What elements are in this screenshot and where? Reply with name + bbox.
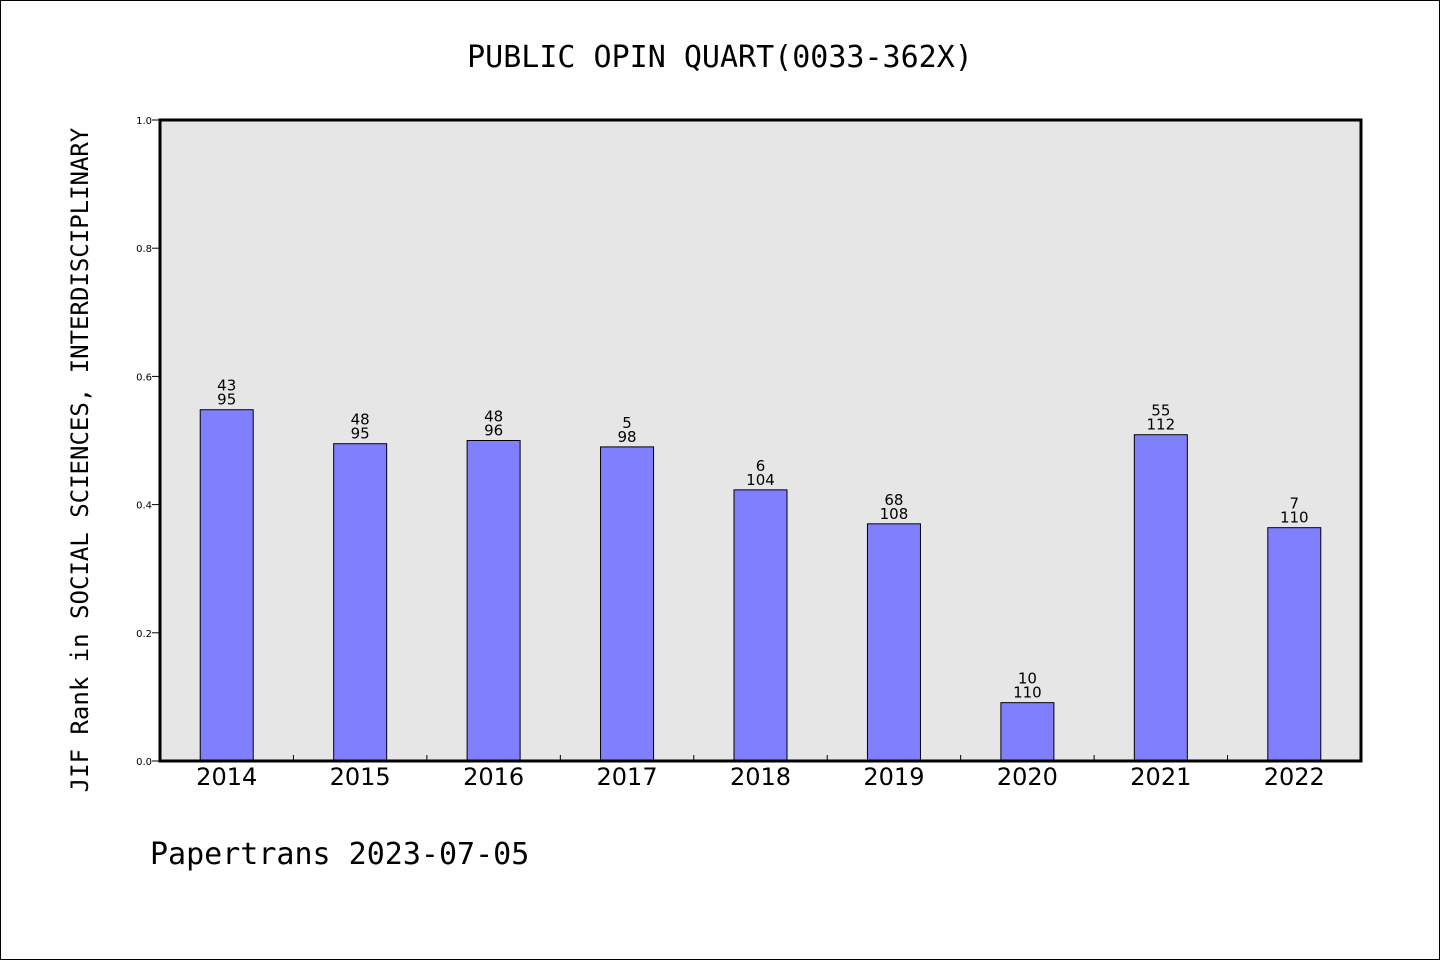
- x-tick-label: 2015: [330, 763, 391, 791]
- bar-2017: [600, 446, 655, 762]
- bar-2021: [1133, 434, 1188, 762]
- footer-text: Papertrans 2023-07-05: [150, 837, 529, 872]
- bar-rank-label: 6: [756, 457, 766, 475]
- bar-total-label: 110: [1280, 509, 1309, 527]
- bar-rank-label: 7: [1290, 495, 1300, 513]
- y-axis-label: JIF Rank in SOCIAL SCIENCES, INTERDISCIP…: [66, 127, 94, 792]
- bar-total-label: 108: [880, 505, 909, 523]
- bar-total-label: 95: [217, 391, 236, 409]
- bar-2020: [1000, 702, 1055, 762]
- bar-rank-label: 43: [217, 377, 236, 395]
- x-tick-label: 2018: [730, 763, 791, 791]
- y-tick-label: 0.8: [136, 244, 152, 255]
- x-tick-label: 2016: [463, 763, 524, 791]
- bar-2019: [866, 523, 921, 762]
- x-tick-label: 2020: [997, 763, 1058, 791]
- x-tick-label: 2014: [196, 763, 257, 791]
- bar-rank-label: 10: [1018, 670, 1037, 688]
- bar-2018: [733, 489, 788, 762]
- plot-border: [158, 118, 1363, 763]
- y-axis-ticks: 0.0 0.2 0.4 0.6 0.8 1.0: [136, 116, 160, 768]
- y-tick-label: 0.4: [136, 501, 152, 512]
- bar-2014: [199, 409, 254, 762]
- bar-2016: [466, 440, 521, 762]
- bar-total-label: 110: [1013, 684, 1042, 702]
- bar-rank-label: 48: [351, 411, 370, 429]
- bar-rank-label: 68: [884, 491, 903, 509]
- bar-total-label: 104: [746, 471, 775, 489]
- x-tick-label: 2017: [597, 763, 658, 791]
- x-tick-label: 2022: [1264, 763, 1325, 791]
- bar-total-label: 95: [351, 425, 370, 443]
- y-tick-label: 0.0: [136, 757, 152, 768]
- x-tick-label: 2019: [863, 763, 924, 791]
- bar-rank-label: 5: [622, 414, 632, 432]
- y-tick-label: 1.0: [136, 116, 152, 127]
- bar-total-label: 98: [618, 428, 637, 446]
- y-tick-label: 0.2: [136, 629, 152, 640]
- bar-rank-label: 48: [484, 408, 503, 426]
- bar-series: [199, 409, 1322, 762]
- bar-2015: [333, 443, 388, 762]
- bar-rank-label: 55: [1151, 402, 1170, 420]
- chart-title: PUBLIC OPIN QUART(0033-362X): [467, 40, 973, 75]
- x-axis-ticks: 2014 2015 2016 2017 2018 2019 2020 2021 2022: [196, 755, 1325, 791]
- bar-total-label: 112: [1147, 416, 1176, 434]
- x-tick-label: 2021: [1130, 763, 1191, 791]
- bar-total-label: 96: [484, 422, 503, 440]
- bar-2022: [1267, 527, 1322, 762]
- y-tick-label: 0.6: [136, 372, 152, 383]
